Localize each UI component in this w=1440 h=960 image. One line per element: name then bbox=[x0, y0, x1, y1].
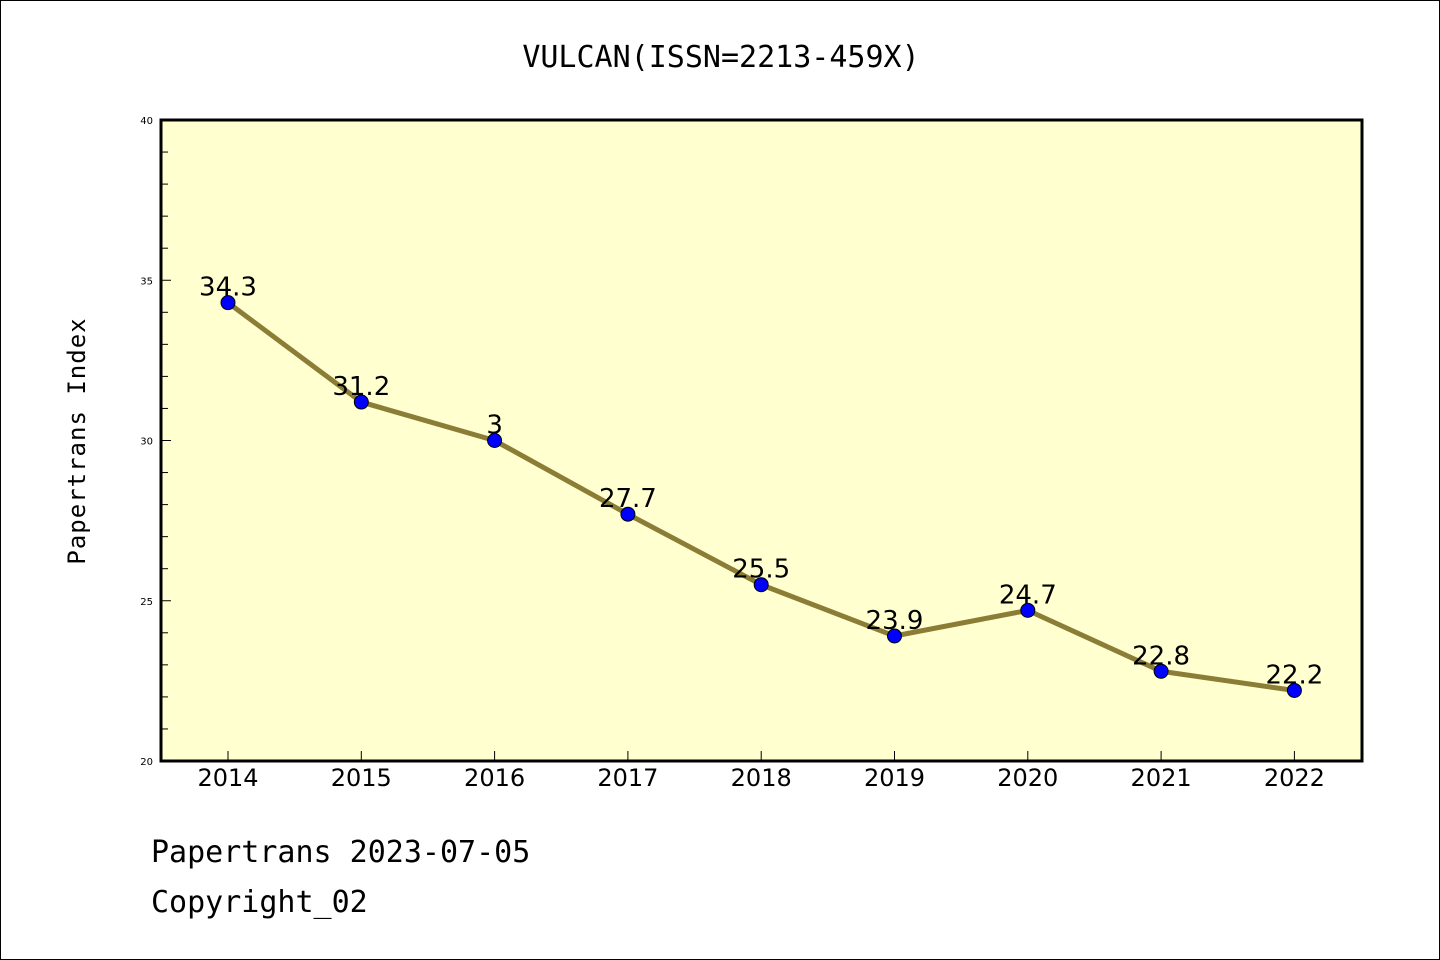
x-axis-ticks: 2014 2015 2016 2017 2018 2019 2020 2021 2022 bbox=[197, 751, 1325, 792]
plot-area bbox=[159, 118, 1364, 763]
x-tick-label: 2016 bbox=[464, 764, 525, 792]
data-point bbox=[220, 295, 236, 311]
x-tick-label: 2015 bbox=[331, 764, 392, 792]
y-axis-label: Papertrans Index bbox=[63, 317, 91, 564]
footer-date: Papertrans 2023-07-05 bbox=[151, 835, 531, 870]
data-label: 23.9 bbox=[866, 606, 924, 636]
data-point bbox=[487, 433, 503, 448]
y-tick-label: 35 bbox=[140, 276, 153, 287]
data-point bbox=[1286, 682, 1302, 698]
data-points bbox=[220, 295, 1302, 698]
data-labels: 34.3 31.2 3 27.7 25.5 23.9 24.7 22.8 22.2 bbox=[199, 273, 1323, 691]
y-tick-label: 30 bbox=[140, 437, 153, 448]
x-tick-label: 2017 bbox=[597, 764, 658, 792]
data-point bbox=[887, 628, 902, 644]
data-point bbox=[1153, 663, 1169, 679]
chart-title: VULCAN(ISSN=2213-459X) bbox=[522, 40, 919, 75]
y-tick-label: 25 bbox=[140, 597, 153, 608]
x-tick-label: 2020 bbox=[997, 764, 1058, 792]
y-tick-label: 40 bbox=[140, 116, 153, 127]
data-point bbox=[620, 506, 636, 522]
footer-copyright: Copyright_02 bbox=[151, 885, 368, 920]
x-tick-label: 2022 bbox=[1264, 764, 1325, 792]
data-point bbox=[1020, 602, 1036, 618]
data-label: 24.7 bbox=[999, 580, 1057, 610]
data-label: 22.8 bbox=[1132, 641, 1190, 671]
data-label: 22.2 bbox=[1265, 660, 1323, 690]
x-tick-label: 2019 bbox=[864, 764, 925, 792]
data-point bbox=[353, 394, 369, 410]
data-label: 3 bbox=[486, 411, 503, 441]
data-point bbox=[753, 577, 769, 593]
y-tick-label: 20 bbox=[140, 757, 153, 768]
x-tick-label: 2018 bbox=[731, 764, 792, 792]
data-label: 27.7 bbox=[599, 484, 657, 514]
data-label: 31.2 bbox=[332, 372, 390, 402]
x-tick-label: 2014 bbox=[197, 764, 258, 792]
y-axis-ticks: 20 25 30 35 40 bbox=[140, 116, 171, 768]
x-tick-label: 2021 bbox=[1131, 764, 1192, 792]
data-label: 34.3 bbox=[199, 273, 257, 303]
data-label: 25.5 bbox=[732, 555, 790, 585]
